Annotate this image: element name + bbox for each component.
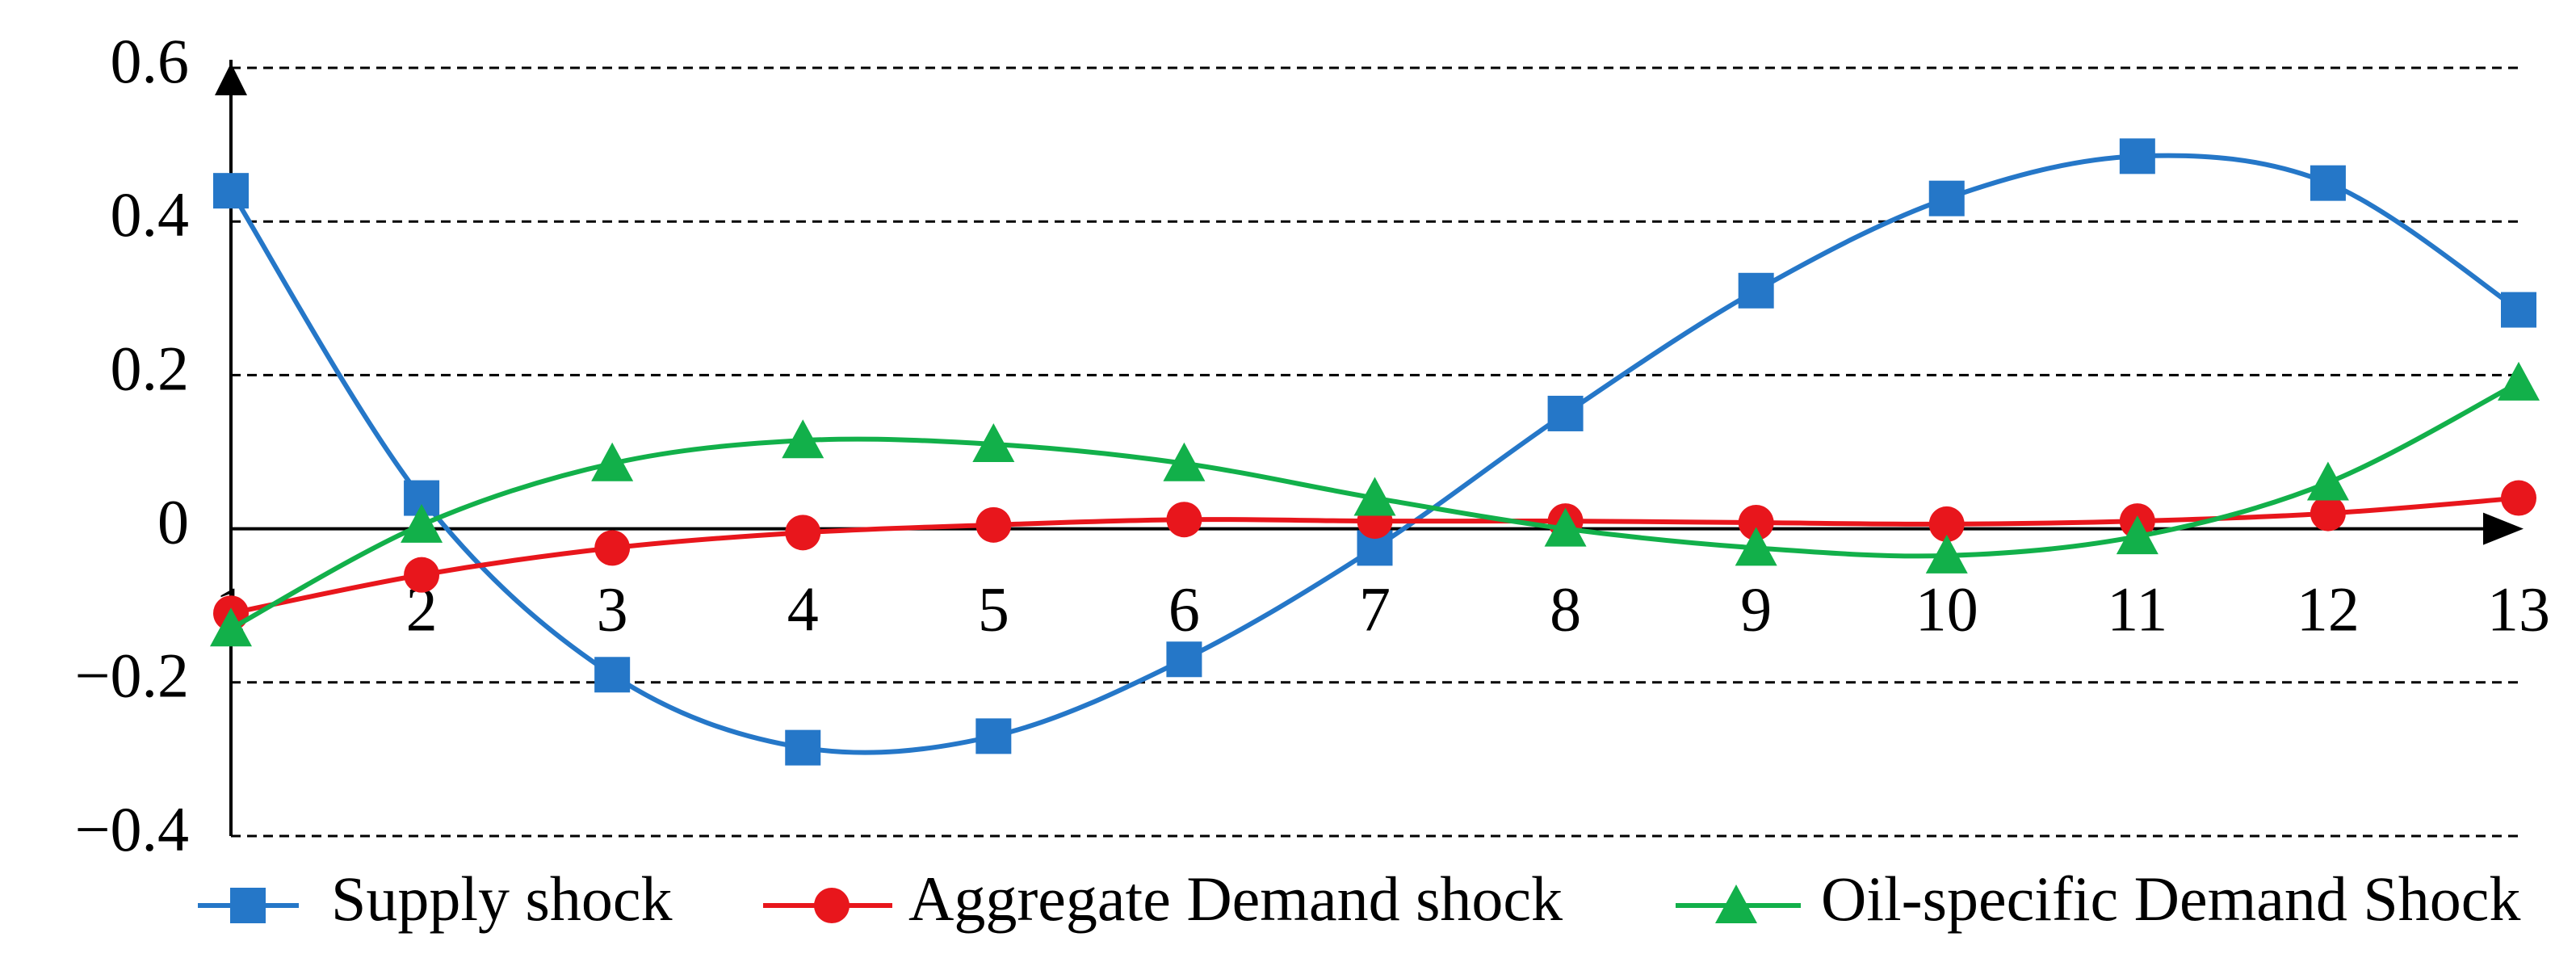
marker [2116,515,2159,555]
marker [594,530,631,566]
marker [594,657,631,693]
marker [404,557,440,593]
legend-item: Supply shock [198,863,673,934]
marker [1163,442,1206,481]
marker [1928,506,1965,542]
legend-label: Supply shock [331,863,673,934]
marker [1925,534,1968,574]
marker [1547,395,1584,431]
legend-item: Aggregate Demand shock [763,863,1563,934]
series [213,138,2536,766]
marker [972,422,1015,462]
marker [2501,480,2536,516]
legend-label: Aggregate Demand shock [908,863,1563,934]
y-axis-arrow [215,63,247,95]
marker [1353,477,1396,516]
marker [785,729,821,766]
marker [2501,292,2536,328]
marker [1544,507,1587,547]
x-tick-label: 4 [787,574,819,645]
series [210,361,2540,647]
marker [975,718,1012,754]
marker [401,503,443,543]
x-tick-label: 7 [1359,574,1391,645]
y-tick-label: 0.4 [111,179,190,250]
x-tick-label: 9 [1740,574,1772,645]
x-tick-label: 12 [2297,574,2360,645]
x-tick-label: 10 [1915,574,1978,645]
marker [785,515,821,551]
y-tick-label: 0 [157,487,189,557]
marker [2306,461,2349,501]
x-tick-label: 13 [2487,574,2550,645]
marker [1735,527,1777,566]
x-tick-label: 11 [2107,574,2167,645]
y-tick-label: 0.6 [111,26,190,96]
legend-item: Oil-specific Demand Shock [1676,863,2520,934]
marker [1738,272,1774,309]
marker [1928,180,1965,216]
marker [1738,504,1774,540]
marker [814,888,850,923]
marker [230,888,266,923]
x-axis-arrow [2483,512,2524,545]
marker [2310,495,2346,532]
legend-label: Oil-specific Demand Shock [1821,863,2520,934]
marker [1166,641,1202,678]
x-tick-label: 5 [978,574,1009,645]
y-tick-label: −0.4 [75,794,190,864]
marker [210,607,252,647]
marker [2119,138,2155,174]
marker [782,419,824,459]
marker [975,506,1012,543]
marker [591,442,634,481]
x-tick-label: 6 [1168,574,1200,645]
y-tick-label: −0.2 [75,641,190,711]
y-tick-label: 0.2 [111,333,190,403]
marker [1166,502,1202,538]
marker [2310,165,2346,201]
marker [213,173,249,209]
marker [2498,361,2540,401]
x-tick-label: 3 [597,574,628,645]
series-line [229,153,2520,755]
x-tick-label: 8 [1550,574,1581,645]
marker [1715,884,1757,923]
